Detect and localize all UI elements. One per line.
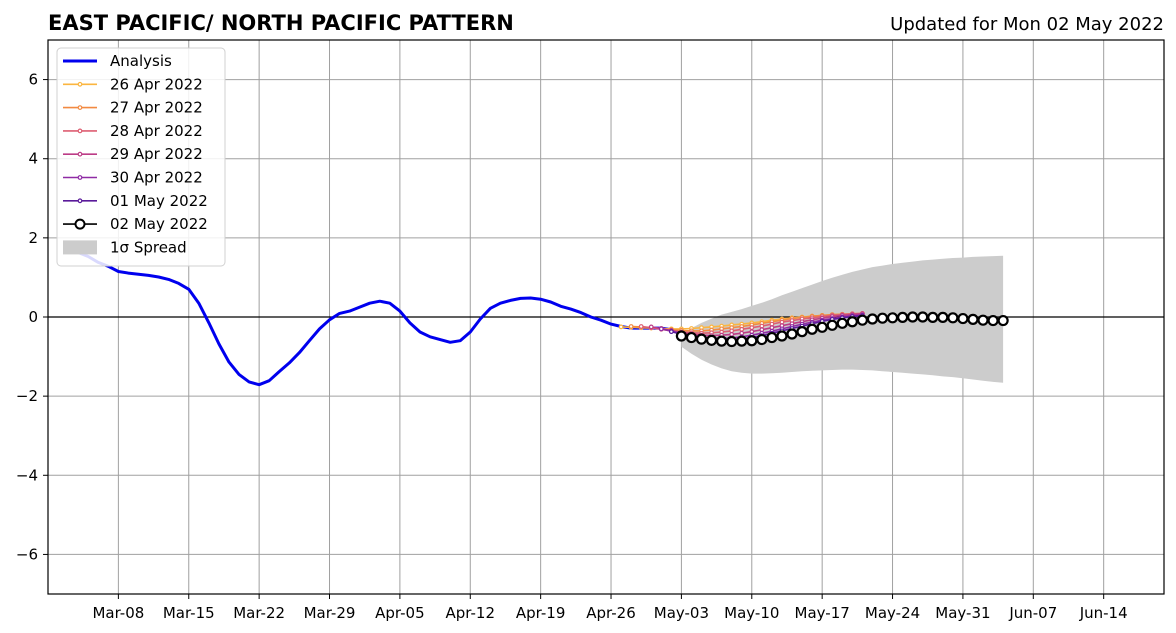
latest-forecast-point [716, 335, 728, 347]
legend-entry: Analysis [63, 52, 172, 70]
legend-entry: 28 Apr 2022 [63, 122, 203, 140]
forecast-point [618, 324, 624, 330]
latest-forecast-point [967, 313, 979, 325]
x-tick-label: Jun-14 [1079, 604, 1128, 622]
latest-forecast-point [917, 311, 929, 323]
forecast-point [739, 326, 745, 332]
legend-marker [77, 105, 83, 110]
x-tick-label: Apr-12 [446, 604, 496, 622]
analysis-line [67, 247, 692, 387]
latest-forecast-point [675, 330, 688, 342]
latest-forecast-point [685, 331, 698, 344]
latest-forecast-point [907, 311, 919, 323]
legend-entry: 30 Apr 2022 [63, 169, 203, 187]
latest-forecast-point [866, 313, 879, 325]
latest-forecast-point [886, 312, 899, 324]
legend-entry: 29 Apr 2022 [63, 145, 203, 163]
latest-forecast-point [746, 335, 758, 347]
legend-marker [77, 198, 83, 204]
y-tick-label: 0 [28, 308, 38, 326]
legend-entry: 26 Apr 2022 [63, 75, 203, 93]
x-tick-label: Apr-26 [586, 604, 636, 622]
latest-forecast-point [826, 319, 838, 331]
legend-label: 29 Apr 2022 [110, 145, 203, 163]
forecast-point [628, 324, 634, 329]
legend-swatch [63, 240, 97, 255]
plot-area: −6 −4 −2 0 2 4 6 Mar-08 Mar-15 Mar-22 Mar-29 Apr-05… [16, 39, 1165, 622]
chart-subtitle: Updated for Mon 02 May 2022 [890, 14, 1164, 35]
legend-entry: 1σ Spread [63, 238, 187, 256]
latest-forecast-point [836, 317, 848, 329]
x-tick-label: Mar-29 [304, 604, 356, 622]
legend-label: 02 May 2022 [110, 215, 208, 233]
x-tick-label: May-10 [724, 604, 779, 622]
latest-forecast-point [726, 335, 738, 348]
latest-forecast-point [776, 330, 788, 342]
latest-forecast-point [856, 314, 868, 326]
latest-forecast-point [846, 316, 858, 328]
latest-forecast-point [756, 333, 768, 346]
x-tick-label: Apr-19 [516, 604, 566, 622]
legend: Analysis 26 Apr 2022 27 Apr 2022 28 Apr 202… [56, 47, 226, 267]
latest-forecast-point [997, 314, 1009, 327]
legend-marker [74, 218, 86, 230]
latest-forecast-point [977, 314, 989, 326]
x-tick-label: May-03 [654, 604, 709, 622]
x-tick-label: Mar-08 [92, 604, 144, 622]
latest-forecast-point [957, 312, 969, 325]
y-tick-label: 4 [28, 150, 38, 168]
legend-marker [77, 151, 83, 157]
y-tick-label: 2 [28, 229, 38, 247]
forecast-point [668, 329, 674, 335]
legend-label: 30 Apr 2022 [110, 169, 203, 187]
x-tick-label: May-17 [795, 604, 850, 622]
latest-forecast-point [786, 328, 798, 340]
y-tick-label: 6 [28, 71, 38, 89]
forecast-line-4 [651, 313, 863, 337]
x-tick-label: May-24 [865, 604, 920, 622]
forecast-point [648, 324, 654, 330]
legend-label: 1σ Spread [110, 238, 187, 256]
legend-marker [77, 175, 83, 180]
legend-marker [77, 81, 83, 87]
legend-box [56, 47, 226, 267]
latest-forecast-point [937, 311, 949, 323]
legend-label: 01 May 2022 [110, 192, 208, 210]
legend-label: 26 Apr 2022 [110, 75, 203, 93]
y-tick-label: −4 [16, 466, 38, 484]
legend-entry: 02 May 2022 [63, 215, 208, 233]
latest-forecast-point [896, 311, 909, 323]
latest-forecast-point [816, 321, 828, 333]
latest-forecast-point [705, 334, 718, 346]
x-tick-label: Apr-05 [375, 604, 425, 622]
forecast-point [658, 326, 664, 332]
legend-marker [77, 128, 83, 134]
latest-forecast-point [947, 312, 959, 324]
x-tick-label: Mar-22 [233, 604, 285, 622]
chart-title: EAST PACIFIC/ NORTH PACIFIC PATTERN [48, 11, 514, 35]
latest-forecast-point [876, 312, 889, 324]
legend-entry: 27 Apr 2022 [63, 99, 203, 117]
legend-label: Analysis [110, 52, 172, 70]
x-tick-label: Jun-07 [1008, 604, 1057, 622]
series-layer [48, 247, 1164, 387]
legend-label: 28 Apr 2022 [110, 122, 203, 140]
forecast-point [749, 325, 755, 331]
latest-forecast-point [927, 311, 939, 323]
latest-forecast-point [806, 323, 818, 335]
legend-entry: 01 May 2022 [63, 192, 208, 210]
forecast-point [638, 324, 644, 329]
x-tick-label: May-31 [935, 604, 990, 622]
x-tick-label: Mar-15 [163, 604, 215, 622]
y-tick-label: −2 [16, 387, 38, 405]
latest-forecast-point [766, 331, 778, 344]
latest-forecast-point [796, 326, 808, 338]
latest-forecast-point [987, 314, 999, 327]
latest-forecast-point [736, 335, 748, 347]
latest-forecast-point [695, 333, 708, 345]
legend-label: 27 Apr 2022 [110, 99, 203, 117]
y-tick-label: −6 [16, 545, 38, 563]
